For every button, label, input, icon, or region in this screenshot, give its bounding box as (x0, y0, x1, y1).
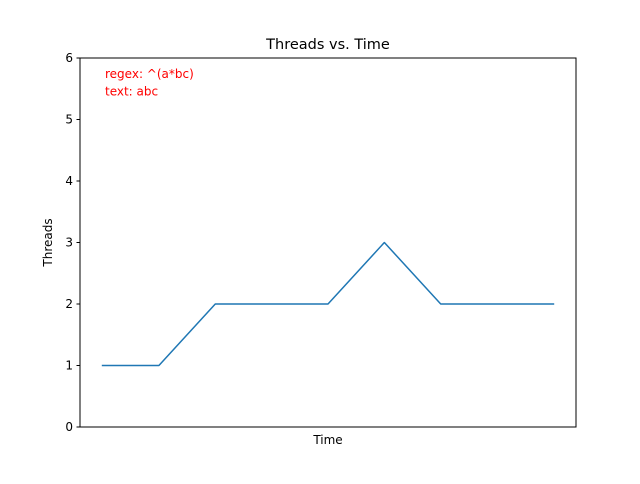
y-tick-label: 6 (65, 51, 73, 65)
annotation-text: text: abc (105, 85, 158, 99)
y-tick-label: 0 (65, 420, 73, 434)
series-line (101, 241, 555, 367)
annotations: regex: ^(a*bc) text: abc (105, 67, 194, 99)
plot-area: 0 1 2 3 4 5 6 regex: ^(a*bc) text: abc (65, 51, 577, 434)
y-tick-label: 4 (65, 174, 73, 188)
x-axis-label: Time (312, 433, 342, 447)
y-tick-label: 2 (65, 297, 73, 311)
axes-frame (79, 57, 577, 428)
y-axis-ticks: 0 1 2 3 4 5 6 (65, 51, 80, 434)
y-tick-label: 1 (65, 359, 73, 373)
annotation-text: regex: ^(a*bc) (105, 67, 194, 81)
y-tick-label: 5 (65, 113, 73, 127)
y-tick-label: 3 (65, 236, 73, 250)
y-axis-label: Threads (41, 218, 55, 267)
series-layer (101, 241, 555, 367)
chart-title: Threads vs. Time (265, 37, 390, 53)
